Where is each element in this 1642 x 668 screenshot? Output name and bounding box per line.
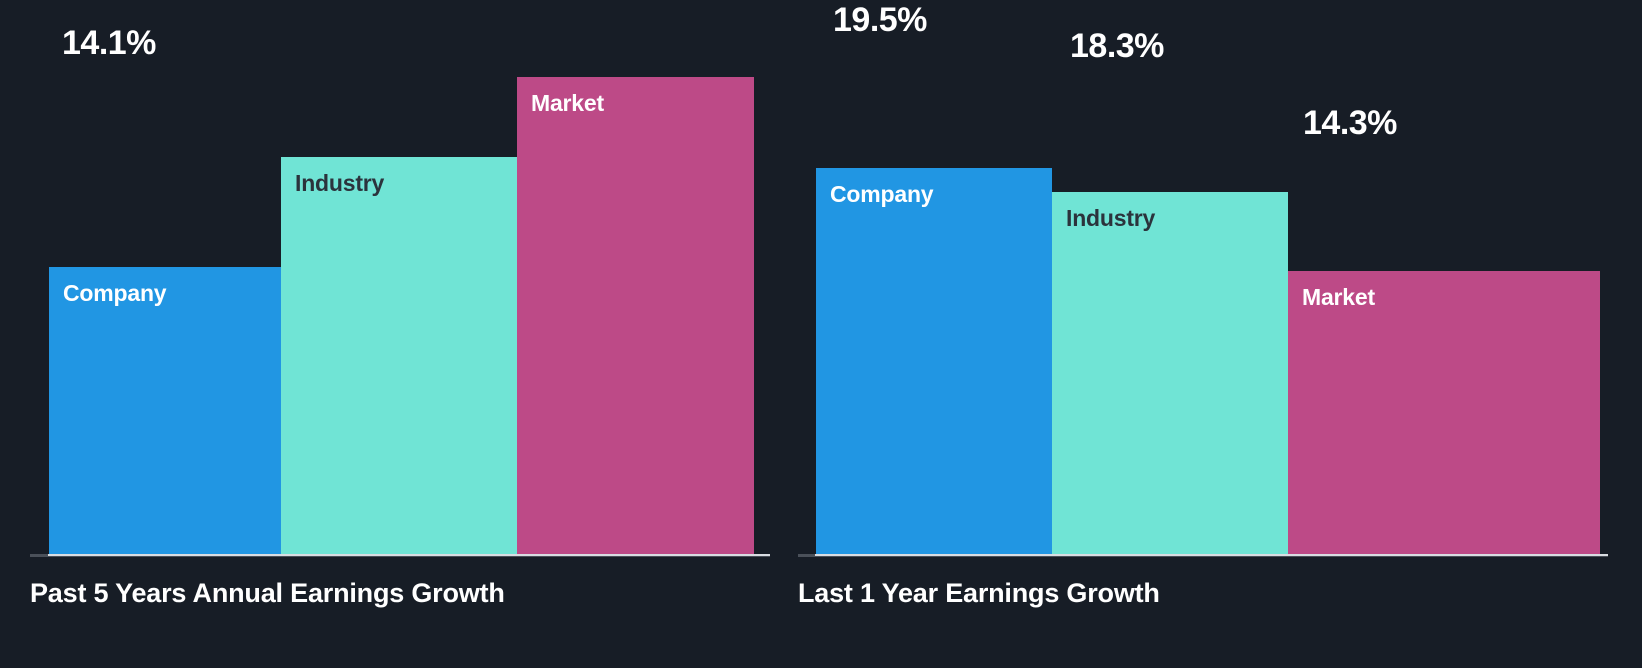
chart-last-1-year: 19.5% Company 18.3% Industry 14.3% Marke… — [798, 0, 1608, 668]
chart-title-past-5-years: Past 5 Years Annual Earnings Growth — [30, 578, 505, 608]
bar-label-company-2: Company — [830, 181, 934, 207]
plot-area-past-5-years: 14.1% Company 20.1% Industry 24.1% Marke… — [30, 0, 770, 557]
value-label-industry-2: 18.3% — [1070, 27, 1164, 65]
bar-company-2[interactable]: Company — [816, 168, 1052, 554]
bar-company[interactable]: Company — [49, 267, 281, 554]
plot-area-last-1-year: 19.5% Company 18.3% Industry 14.3% Marke… — [798, 0, 1608, 557]
bar-label-company: Company — [63, 280, 167, 306]
bar-label-industry-2: Industry — [1066, 205, 1156, 231]
value-label-company: 14.1% — [62, 24, 156, 62]
chart-title-last-1-year: Last 1 Year Earnings Growth — [798, 578, 1160, 608]
bar-label-market: Market — [531, 90, 604, 116]
bar-industry[interactable]: Industry — [281, 157, 517, 554]
bar-label-market-2: Market — [1302, 284, 1375, 310]
value-label-company-2: 19.5% — [833, 1, 927, 39]
bar-industry-2[interactable]: Industry — [1052, 192, 1288, 554]
value-label-market-2: 14.3% — [1303, 104, 1397, 142]
chart-past-5-years: 14.1% Company 20.1% Industry 24.1% Marke… — [30, 0, 770, 668]
axis-baseline — [48, 554, 770, 556]
axis-baseline-2 — [815, 554, 1608, 556]
bar-market-2[interactable]: Market — [1288, 271, 1600, 554]
bar-market[interactable]: Market — [517, 77, 754, 554]
bar-label-industry: Industry — [295, 170, 385, 196]
